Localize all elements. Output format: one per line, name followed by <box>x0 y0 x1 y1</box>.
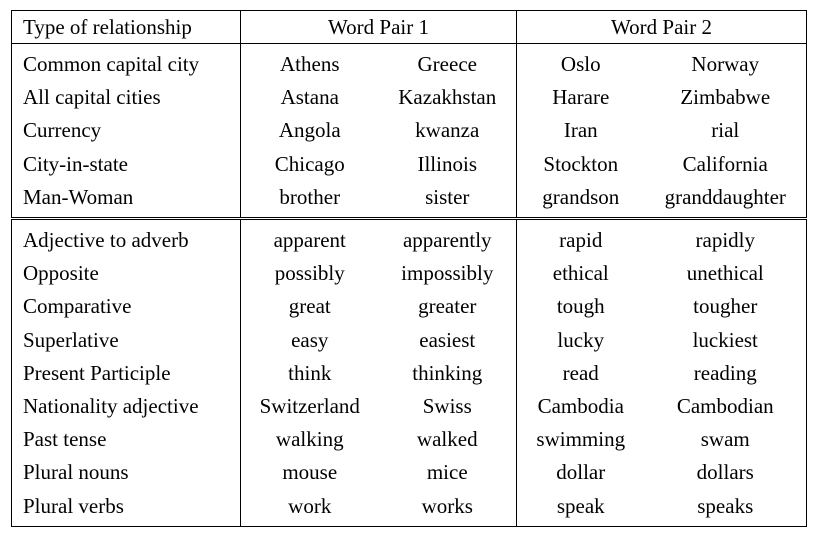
pair1-word-a: apparent <box>240 216 379 258</box>
pair2-word-a: dollar <box>516 456 645 490</box>
pair1-word-a: walking <box>240 423 379 457</box>
pair2-word-a: Oslo <box>516 43 645 82</box>
relationship-cell: Present Participle <box>11 356 241 390</box>
pair2-word-b: tougher <box>644 290 807 324</box>
pair2-word-a: speak <box>516 489 645 527</box>
pair2-word-b: swam <box>644 423 807 457</box>
pair2-word-b: dollars <box>644 456 807 490</box>
pair1-word-a: Athens <box>240 43 379 82</box>
pair2-word-b: Norway <box>644 43 807 82</box>
syntactic-row: Superlative easy easiest lucky luckiest <box>11 323 807 357</box>
pair1-word-a: mouse <box>240 456 379 490</box>
header-row: Type of relationship Word Pair 1 Word Pa… <box>11 10 807 44</box>
pair1-word-b: walked <box>378 423 517 457</box>
syntactic-row: Past tense walking walked swimming swam <box>11 423 807 457</box>
relationship-cell: Past tense <box>11 423 241 457</box>
pair2-word-b: Zimbabwe <box>644 81 807 115</box>
semantic-row: Common capital city Athens Greece Oslo Norwa… <box>11 43 807 82</box>
pair1-word-a: work <box>240 489 379 527</box>
relationship-cell: Currency <box>11 114 241 148</box>
relationship-cell: Nationality adjective <box>11 389 241 424</box>
syntactic-row: Present Participle think thinking read readi… <box>11 356 807 390</box>
pair2-word-b: California <box>644 147 807 181</box>
pair2-word-b: rapidly <box>644 216 807 258</box>
analogy-table: Type of relationship Word Pair 1 Word Pa… <box>11 10 807 527</box>
pair2-word-a: grandson <box>516 180 645 219</box>
pair1-word-b: Kazakhstan <box>378 81 517 115</box>
syntactic-row: Opposite possibly impossibly ethical unethic… <box>11 257 807 291</box>
semantic-row: Man-Woman brother sister grandson granddaugh… <box>11 180 807 219</box>
relationship-cell: City-in-state <box>11 147 241 181</box>
pair2-word-a: lucky <box>516 323 645 357</box>
table-body: Common capital city Athens Greece Oslo Norwa… <box>11 43 807 527</box>
pair1-word-b: Swiss <box>378 389 517 424</box>
relationship-cell: Adjective to adverb <box>11 216 241 258</box>
pair1-word-a: Astana <box>240 81 379 115</box>
relationship-cell: Common capital city <box>11 43 241 82</box>
syntactic-row: Comparative great greater tough tougher <box>11 290 807 324</box>
pair1-word-a: possibly <box>240 257 379 291</box>
pair1-word-a: great <box>240 290 379 324</box>
pair2-word-a: Iran <box>516 114 645 148</box>
pair2-word-a: rapid <box>516 216 645 258</box>
relationship-cell: All capital cities <box>11 81 241 115</box>
pair1-word-a: brother <box>240 180 379 219</box>
relationship-cell: Plural verbs <box>11 489 241 527</box>
pair2-word-b: speaks <box>644 489 807 527</box>
pair2-word-a: Stockton <box>516 147 645 181</box>
pair1-word-b: Illinois <box>378 147 517 181</box>
syntactic-row: Plural nouns mouse mice dollar dollars <box>11 456 807 490</box>
pair1-word-b: Greece <box>378 43 517 82</box>
pair2-word-a: ethical <box>516 257 645 291</box>
pair1-word-b: mice <box>378 456 517 490</box>
pair2-word-b: rial <box>644 114 807 148</box>
pair1-word-a: easy <box>240 323 379 357</box>
semantic-row: Currency Angola kwanza Iran rial <box>11 114 807 148</box>
syntactic-row: Plural verbs work works speak speaks <box>11 489 807 527</box>
relationship-cell: Man-Woman <box>11 180 241 219</box>
pair2-word-a: swimming <box>516 423 645 457</box>
syntactic-row: Adjective to adverb apparent apparently rap… <box>11 216 807 258</box>
pair1-word-b: apparently <box>378 216 517 258</box>
relationship-cell: Comparative <box>11 290 241 324</box>
pair1-word-a: Switzerland <box>240 389 379 424</box>
pair2-word-b: luckiest <box>644 323 807 357</box>
pair1-word-b: impossibly <box>378 257 517 291</box>
pair2-word-b: granddaughter <box>644 180 807 219</box>
pair2-word-a: tough <box>516 290 645 324</box>
semantic-row: All capital cities Astana Kazakhstan Harare… <box>11 81 807 115</box>
header-word-pair-1: Word Pair 1 <box>240 10 517 44</box>
header-word-pair-2: Word Pair 2 <box>516 10 807 44</box>
pair1-word-b: greater <box>378 290 517 324</box>
pair1-word-b: sister <box>378 180 517 219</box>
relationship-cell: Superlative <box>11 323 241 357</box>
pair1-word-b: thinking <box>378 356 517 390</box>
syntactic-row: Nationality adjective Switzerland Swiss Cam… <box>11 389 807 424</box>
pair2-word-b: reading <box>644 356 807 390</box>
pair1-word-b: kwanza <box>378 114 517 148</box>
relationship-cell: Opposite <box>11 257 241 291</box>
pair2-word-a: Harare <box>516 81 645 115</box>
header-type-of-relationship: Type of relationship <box>11 10 241 44</box>
pair1-word-a: Chicago <box>240 147 379 181</box>
pair2-word-b: unethical <box>644 257 807 291</box>
relationship-cell: Plural nouns <box>11 456 241 490</box>
pair2-word-a: read <box>516 356 645 390</box>
semantic-row: City-in-state Chicago Illinois Stockton Cali… <box>11 147 807 181</box>
pair2-word-a: Cambodia <box>516 389 645 424</box>
pair1-word-a: Angola <box>240 114 379 148</box>
pair1-word-a: think <box>240 356 379 390</box>
pair1-word-b: works <box>378 489 517 527</box>
pair1-word-b: easiest <box>378 323 517 357</box>
pair2-word-b: Cambodian <box>644 389 807 424</box>
